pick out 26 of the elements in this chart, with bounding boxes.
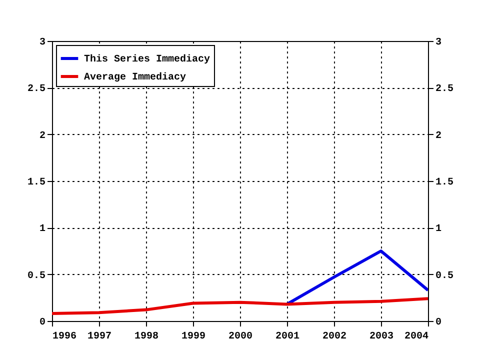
y2-tick-label: 2.5 <box>436 84 454 96</box>
y-tick-label: 0.5 <box>27 270 46 282</box>
y2-tick-label: 1.5 <box>436 178 454 188</box>
y-tick-label: 1.5 <box>27 178 46 188</box>
x-tick-label: 2002 <box>322 332 347 342</box>
x-tick-label: 2000 <box>228 332 253 342</box>
x-tick-label: 1997 <box>87 332 112 342</box>
x-tick-label: 1999 <box>181 332 206 342</box>
y2-tick-label: 3 <box>436 38 442 48</box>
x-tick-label: 2003 <box>369 332 394 342</box>
x-tick-label: 2001 <box>275 332 300 342</box>
y-tick-label: 2.5 <box>27 84 46 96</box>
y-tick-label: 3 <box>39 38 46 48</box>
y2-tick-label: 2 <box>436 130 442 142</box>
line-series <box>52 297 428 316</box>
y2-tick-label: 0 <box>436 318 442 328</box>
y-tick-label: 1 <box>39 224 46 236</box>
y-tick-label: 2 <box>39 130 46 142</box>
x-tick-label: 1998 <box>134 332 159 342</box>
y-tick-label: 0 <box>39 318 46 328</box>
y2-tick-label: 1 <box>436 224 442 236</box>
x-tick-label: 2004 <box>404 332 428 342</box>
x-tick-label: 1996 <box>52 332 77 342</box>
y2-tick-label: 0.5 <box>436 270 454 282</box>
legend-label: This Series Immediacy <box>84 54 210 66</box>
legend-label: Average Immediacy <box>84 72 186 84</box>
